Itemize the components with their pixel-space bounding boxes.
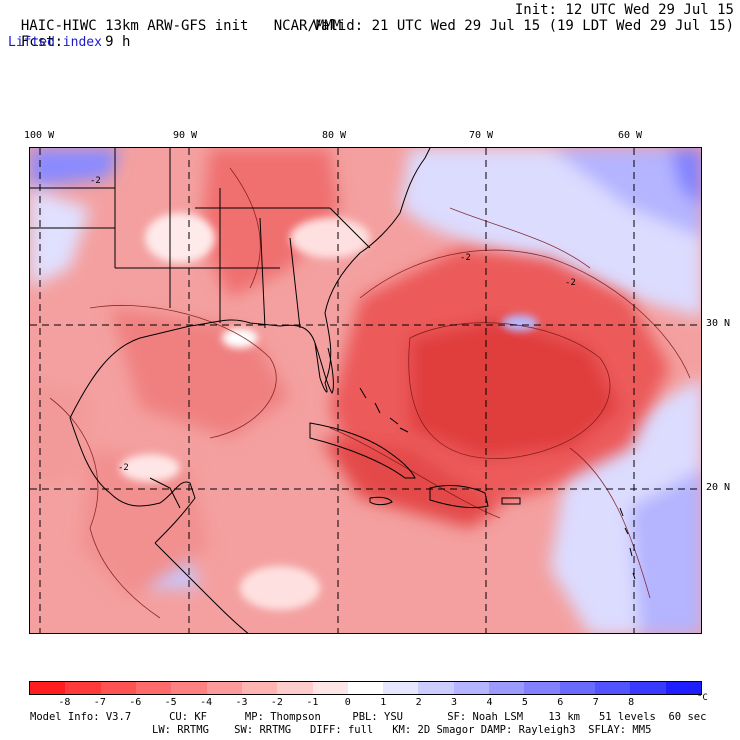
map-canvas: -2 -2 -2 -2 bbox=[30, 148, 701, 633]
colorbar-segment-14 bbox=[524, 682, 560, 694]
colorbar-label-14: 6 bbox=[557, 697, 564, 708]
colorbar-label-10: 2 bbox=[415, 697, 422, 708]
colorbar-segment-10 bbox=[383, 682, 419, 694]
colorbar-unit: °C bbox=[697, 693, 708, 703]
colorbar-label-1: -7 bbox=[93, 697, 106, 708]
fcst-value: 9 h bbox=[105, 34, 131, 50]
colorbar-label-12: 4 bbox=[486, 697, 493, 708]
org-name: NCAR/MMM bbox=[273, 18, 342, 34]
contour-label-3: -2 bbox=[565, 278, 576, 288]
colorbar-segment-18 bbox=[665, 682, 701, 694]
colorbar-label-16: 8 bbox=[628, 697, 635, 708]
colorbar-segment-13 bbox=[489, 682, 525, 694]
colorbar-segment-5 bbox=[206, 682, 242, 694]
colorbar-label-0: -8 bbox=[58, 697, 71, 708]
lon-label-80w: 80 W bbox=[322, 130, 347, 141]
colorbar-label-13: 5 bbox=[521, 697, 528, 708]
fcst-label: Fcst: bbox=[20, 34, 64, 50]
colorbar-segment-3 bbox=[135, 682, 172, 694]
colorbar-segment-8 bbox=[312, 682, 348, 694]
colorbar-label-3: -5 bbox=[164, 697, 177, 708]
colorbar-segment-15 bbox=[559, 682, 595, 694]
colorbar-label-11: 3 bbox=[451, 697, 458, 708]
colorbar-label-5: -3 bbox=[235, 697, 248, 708]
valid-time: Valid: 21 UTC Wed 29 Jul 15 (19 LDT Wed … bbox=[312, 18, 734, 34]
colorbar-segment-17 bbox=[630, 682, 666, 694]
model-title: HAIC-HIWC 13km ARW-GFS init NCAR/MMM bbox=[4, 2, 341, 34]
model-name: HAIC-HIWC 13km ARW-GFS init bbox=[20, 18, 249, 34]
lat-label-20n: 20 N bbox=[706, 482, 731, 493]
colorbar-label-4: -4 bbox=[200, 697, 213, 708]
colorbar-segment-9 bbox=[347, 682, 384, 694]
colorbar-segment-12 bbox=[453, 682, 490, 694]
colorbar-label-9: 1 bbox=[380, 697, 387, 708]
forecast-hour: Fcst: 9 h bbox=[4, 18, 131, 50]
colorbar-label-2: -6 bbox=[129, 697, 142, 708]
colorbar-segment-4 bbox=[171, 682, 207, 694]
model-info-line1: Model Info: V3.7 CU: KF MP: Thompson PBL… bbox=[30, 711, 707, 723]
colorbar-segment-6 bbox=[241, 682, 278, 694]
contour-label-1: -2 bbox=[460, 253, 471, 263]
colorbar bbox=[29, 681, 702, 695]
contours bbox=[49, 167, 691, 619]
colorbar-segment-7 bbox=[277, 682, 313, 694]
colorbar-segment-16 bbox=[595, 682, 631, 694]
colorbar-segment-11 bbox=[418, 682, 454, 694]
contour-labels: -2 -2 -2 -2 bbox=[90, 176, 576, 473]
colorbar-segment-1 bbox=[65, 682, 101, 694]
colorbar-segment-2 bbox=[100, 682, 136, 694]
unstable-air-regions bbox=[30, 148, 670, 598]
lon-label-60w: 60 W bbox=[618, 130, 643, 141]
lon-label-70w: 70 W bbox=[469, 130, 494, 141]
colorbar-label-7: -1 bbox=[306, 697, 319, 708]
colorbar-segment-0 bbox=[30, 682, 66, 694]
coastlines bbox=[30, 148, 636, 633]
lat-label-30n: 30 N bbox=[706, 318, 731, 329]
init-time: Init: 12 UTC Wed 29 Jul 15 bbox=[514, 2, 734, 18]
colorbar-label-6: -2 bbox=[270, 697, 283, 708]
latlon-grid bbox=[30, 148, 701, 633]
neutral-regions bbox=[120, 213, 538, 610]
colorbar-label-15: 7 bbox=[592, 697, 599, 708]
lon-label-90w: 90 W bbox=[173, 130, 198, 141]
contour-label-2: -2 bbox=[118, 463, 129, 473]
lon-label-100w: 100 W bbox=[24, 130, 55, 141]
lifted-index-map: -2 -2 -2 -2 bbox=[29, 147, 702, 634]
contour-label-4: -2 bbox=[90, 176, 101, 186]
model-info-line2: LW: RRTMG SW: RRTMG DIFF: full KM: 2D Sm… bbox=[152, 724, 652, 736]
colorbar-label-8: 0 bbox=[344, 697, 351, 708]
field-name: Lifted index bbox=[8, 35, 102, 50]
